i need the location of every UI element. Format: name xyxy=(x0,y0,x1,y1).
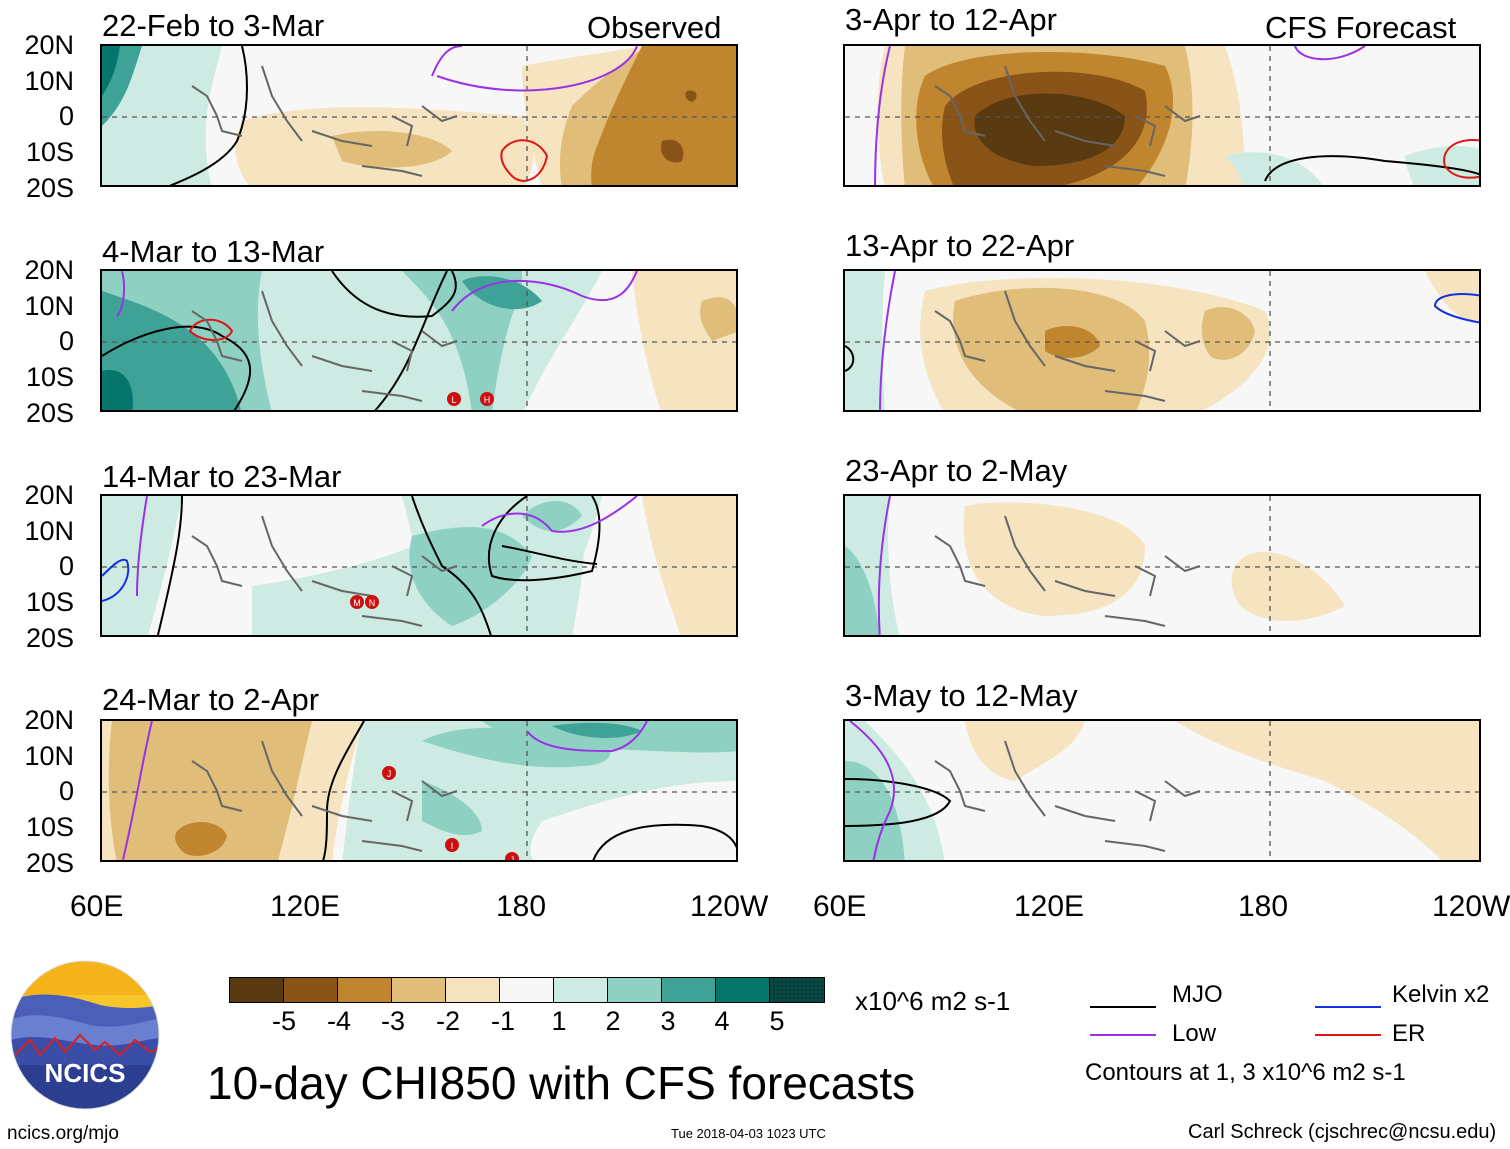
colorbar-swatch xyxy=(392,978,446,1002)
panel-title-8: 3-May to 12-May xyxy=(845,678,1078,713)
storm-marker-label: L xyxy=(451,395,456,405)
map-panel-forecast-4 xyxy=(843,719,1481,862)
map-panel-observed-3: M N xyxy=(100,494,738,637)
storm-marker xyxy=(350,595,364,609)
colorbar-swatch xyxy=(770,978,824,1002)
map-panel-observed-2: L H xyxy=(100,269,738,412)
panel-title-2: 4-Mar to 13-Mar xyxy=(102,234,325,269)
colorbar-swatch xyxy=(338,978,392,1002)
credit: Carl Schreck (cjschrec@ncsu.edu) xyxy=(1188,1121,1497,1143)
colorbar-tick: 2 xyxy=(605,1006,621,1036)
colorbar xyxy=(229,977,825,1003)
storm-marker xyxy=(445,838,459,852)
contour-note: Contours at 1, 3 x10^6 m2 s-1 xyxy=(1085,1059,1406,1086)
lat-label: 10N xyxy=(24,291,74,321)
lat-label: 10N xyxy=(24,66,74,96)
colorbar-swatch xyxy=(230,978,284,1002)
kelvin-legend-line xyxy=(1315,1006,1381,1008)
kelvin-legend-label: Kelvin x2 xyxy=(1392,981,1490,1008)
storm-marker-label: H xyxy=(484,395,491,405)
colorbar-tick: 3 xyxy=(660,1006,676,1036)
lat-label: 20N xyxy=(24,30,74,60)
lat-label: 20N xyxy=(24,480,74,510)
map-panel-forecast-3 xyxy=(843,494,1481,637)
colorbar-swatch xyxy=(716,978,770,1002)
storm-marker-label: J xyxy=(387,769,392,779)
lat-label: 20N xyxy=(24,705,74,735)
colorbar-tick: 5 xyxy=(769,1006,785,1036)
lat-label: 20S xyxy=(25,848,74,878)
lat-label: 0 xyxy=(58,776,74,806)
colorbar-swatch xyxy=(500,978,554,1002)
panel-title-7: 23-Apr to 2-May xyxy=(845,453,1068,488)
panel-title-3: 14-Mar to 23-Mar xyxy=(102,459,342,494)
lon-label: 120W xyxy=(1432,890,1510,923)
colorbar-tick: 4 xyxy=(714,1006,730,1036)
colorbar-swatch xyxy=(554,978,608,1002)
lon-label: 120E xyxy=(270,890,341,923)
panel-title-5: 3-Apr to 12-Apr xyxy=(845,2,1057,37)
lat-label: 10S xyxy=(25,587,74,617)
colorbar-tick: -1 xyxy=(490,1006,515,1036)
panel-title-4: 24-Mar to 2-Apr xyxy=(102,682,320,717)
storm-marker xyxy=(480,392,494,406)
forecast-label: CFS Forecast xyxy=(1265,10,1457,45)
observed-label: Observed xyxy=(587,10,722,45)
lat-label: 10N xyxy=(24,516,74,546)
low-legend-line xyxy=(1090,1034,1156,1036)
lat-label: 0 xyxy=(58,101,74,131)
lon-label: 120E xyxy=(1014,890,1085,923)
lon-label: 180 xyxy=(496,890,547,923)
map-panel-forecast-1 xyxy=(843,44,1481,187)
colorbar-tick: -5 xyxy=(271,1006,296,1036)
storm-marker-label: I xyxy=(451,841,454,851)
lat-label: 20S xyxy=(25,623,74,653)
storm-marker-label: J xyxy=(510,855,515,862)
storm-marker-label: M xyxy=(353,598,361,608)
ncics-logo: NCICS xyxy=(10,960,160,1110)
lon-label: 60E xyxy=(70,890,124,923)
mjo-legend-label: MJO xyxy=(1172,981,1223,1008)
storm-marker xyxy=(447,392,461,406)
lon-label: 60E xyxy=(813,890,867,923)
lat-label: 10S xyxy=(25,137,74,167)
storm-marker-label: N xyxy=(369,598,376,608)
storm-marker xyxy=(505,852,519,860)
logo-text: NCICS xyxy=(45,1058,126,1088)
colorbar-tick: -3 xyxy=(380,1006,405,1036)
map-panel-forecast-2 xyxy=(843,269,1481,412)
mjo-legend-line xyxy=(1090,1006,1156,1008)
timestamp: Tue 2018-04-03 1023 UTC xyxy=(671,1126,826,1141)
map-panel-observed-1 xyxy=(100,44,738,187)
figure-title: 10-day CHI850 with CFS forecasts xyxy=(207,1057,916,1109)
panel-title-6: 13-Apr to 22-Apr xyxy=(845,228,1075,263)
lat-label: 10S xyxy=(25,812,74,842)
storm-marker xyxy=(365,595,379,609)
lon-label: 120W xyxy=(690,890,769,923)
er-legend-line xyxy=(1315,1034,1381,1036)
lon-label: 180 xyxy=(1238,890,1289,923)
colorbar-tick: -2 xyxy=(435,1006,460,1036)
lat-label: 0 xyxy=(58,551,74,581)
low-legend-label: Low xyxy=(1172,1020,1217,1047)
er-legend-label: ER xyxy=(1392,1020,1426,1047)
lat-label: 20S xyxy=(25,173,74,203)
colorbar-tick: 1 xyxy=(551,1006,567,1036)
lat-label: 0 xyxy=(58,326,74,356)
colorbar-swatch xyxy=(284,978,338,1002)
colorbar-units: x10^6 m2 s-1 xyxy=(855,986,1011,1016)
colorbar-tick: -4 xyxy=(326,1006,351,1036)
lat-label: 20S xyxy=(25,398,74,428)
colorbar-swatch xyxy=(608,978,662,1002)
lat-label: 10S xyxy=(25,362,74,392)
colorbar-swatch xyxy=(662,978,716,1002)
lat-label: 20N xyxy=(24,255,74,285)
website-link[interactable]: ncics.org/mjo xyxy=(7,1123,119,1144)
storm-marker xyxy=(382,766,396,780)
panel-title-1: 22-Feb to 3-Mar xyxy=(102,8,325,43)
colorbar-swatch xyxy=(446,978,500,1002)
lat-label: 10N xyxy=(24,741,74,771)
map-panel-observed-4: J I J xyxy=(100,719,738,862)
